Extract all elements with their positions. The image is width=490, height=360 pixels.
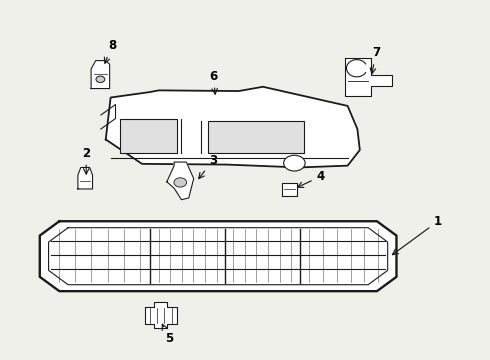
Text: 2: 2 (82, 147, 90, 174)
Text: 8: 8 (104, 39, 116, 63)
Polygon shape (282, 183, 297, 196)
Bar (121, 119, 176, 153)
Polygon shape (106, 87, 360, 167)
Text: 3: 3 (198, 154, 217, 179)
Circle shape (96, 76, 105, 82)
Polygon shape (345, 58, 392, 96)
Bar (208, 121, 304, 153)
Polygon shape (145, 302, 176, 328)
Circle shape (284, 155, 305, 171)
Polygon shape (167, 162, 194, 200)
Text: 6: 6 (209, 69, 218, 94)
Polygon shape (78, 167, 93, 189)
Text: 7: 7 (370, 46, 380, 74)
Text: 1: 1 (392, 215, 442, 255)
Circle shape (174, 178, 187, 187)
Polygon shape (40, 221, 396, 291)
Polygon shape (91, 60, 110, 89)
Text: 5: 5 (162, 324, 173, 345)
Text: 4: 4 (297, 170, 325, 188)
